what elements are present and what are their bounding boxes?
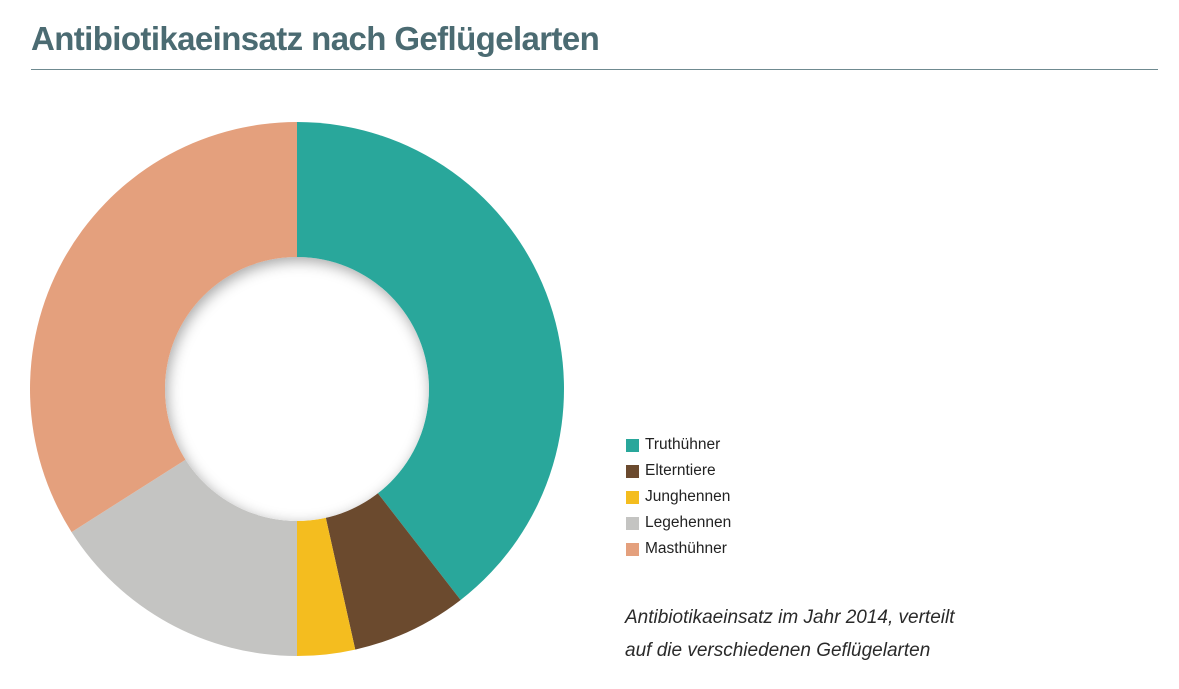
caption-line-1: Antibiotikaeinsatz im Jahr 2014, verteil…	[625, 607, 955, 628]
chart-legend: Truthühner Elterntiere Junghennen Legehenne…	[626, 432, 731, 562]
legend-swatch	[626, 542, 639, 556]
legend-swatch	[626, 516, 639, 530]
legend-label: Truthühner	[645, 436, 721, 453]
legend-label: Masthühner	[645, 540, 727, 557]
legend-item-elterntiere: Elterntiere	[626, 458, 731, 484]
legend-label: Legehennen	[645, 514, 732, 531]
legend-swatch	[626, 490, 639, 504]
legend-item-legehennen: Legehennen	[626, 510, 731, 536]
legend-item-masthuehner: Masthühner	[626, 536, 731, 562]
legend-label: Elterntiere	[645, 462, 716, 479]
legend-swatch	[626, 438, 639, 452]
legend-item-truthuehner: Truthühner	[626, 432, 731, 458]
donut-hole-shadow	[165, 257, 429, 521]
chart-caption: Antibiotikaeinsatz im Jahr 2014, verteil…	[625, 601, 955, 667]
caption-line-2: auf die verschiedenen Geflügelarten	[625, 640, 931, 661]
title-divider	[31, 69, 1158, 70]
legend-swatch	[626, 464, 639, 478]
chart-title: Antibiotikaeinsatz nach Geflügelarten	[31, 20, 600, 57]
legend-item-junghennen: Junghennen	[626, 484, 731, 510]
legend-label: Junghennen	[645, 488, 731, 505]
slice-truthuehner	[297, 122, 564, 600]
